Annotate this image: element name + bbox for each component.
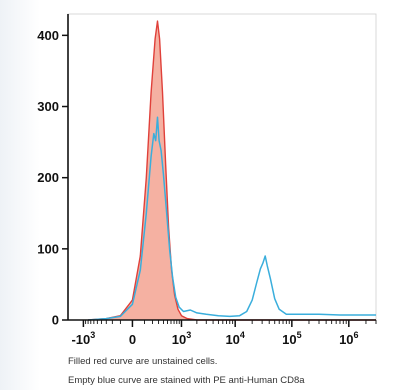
series-0-outline <box>88 20 376 321</box>
x-tick-label-5: 106 <box>339 330 358 347</box>
x-tick-label-3: 104 <box>225 330 244 347</box>
series-0-fill <box>88 21 376 320</box>
x-tick-label-1: 0 <box>129 332 136 347</box>
series-1-line <box>88 116 376 321</box>
x-tick-label-0: -103 <box>71 330 95 347</box>
y-tick-label-300: 300 <box>37 99 59 114</box>
caption-unstained: Filled red curve are unstained cells. <box>68 356 218 367</box>
y-tick-label-400: 400 <box>37 28 59 43</box>
x-tick-label-2: 103 <box>172 330 191 347</box>
y-tick-label-0: 0 <box>52 313 59 328</box>
y-tick-label-200: 200 <box>37 170 59 185</box>
ticks-layer: 0 100 200 300 400 -103 0 103 104 105 106 <box>37 28 377 347</box>
caption-stained: Empty blue curve are stained with PE ant… <box>68 375 305 386</box>
plot-frame <box>67 13 377 321</box>
curves-layer <box>88 20 376 321</box>
x-tick-label-4: 105 <box>282 330 301 347</box>
y-tick-label-100: 100 <box>37 241 59 256</box>
